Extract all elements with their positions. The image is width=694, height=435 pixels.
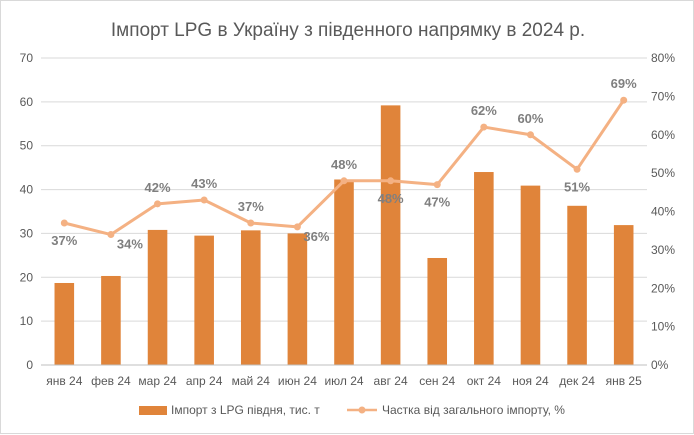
legend-swatch-marker (358, 406, 366, 414)
bar (54, 282, 75, 365)
y-left-tick-label: 20 (20, 270, 34, 284)
line-point (433, 181, 441, 189)
y-left-tick-label: 40 (20, 183, 34, 197)
bar (147, 229, 168, 365)
line-point (340, 177, 348, 185)
line-point (573, 165, 581, 173)
x-tick-label: фев 24 (91, 374, 131, 388)
y-left-tick-label: 30 (20, 226, 34, 240)
line-point (480, 123, 488, 131)
x-tick-label: дек 24 (559, 374, 595, 388)
chart-title: Імпорт LPG в Україну з південного напрям… (111, 20, 585, 41)
x-tick-label: авг 24 (374, 374, 408, 388)
x-tick-label: янв 24 (46, 374, 83, 388)
y-right-tick-label: 0% (651, 358, 669, 372)
bar (427, 257, 448, 365)
legend-label-line: Частка від загального імпорту, % (382, 403, 565, 417)
bar (101, 275, 121, 365)
bar (520, 185, 541, 365)
x-tick-label: мар 24 (138, 374, 177, 388)
line-point (387, 177, 395, 185)
x-tick-label: ноя 24 (512, 374, 549, 388)
y-left-tick-label: 50 (20, 139, 34, 153)
bar (287, 233, 308, 365)
x-tick-label: окт 24 (467, 374, 502, 388)
y-right-tick-label: 30% (651, 243, 675, 257)
x-tick-label: апр 24 (186, 374, 223, 388)
line-point (60, 219, 68, 227)
y-right-tick-label: 50% (651, 166, 675, 180)
bar-series (54, 105, 634, 365)
y-right-tick-label: 60% (651, 128, 675, 142)
line-point (620, 96, 628, 104)
bar (194, 235, 214, 365)
data-labels: 37% 34% 42% 43% 37% 36% 48% 48% 47% 62% 60% 51% 69% (51, 76, 637, 251)
y-left-tick-label: 60 (20, 95, 34, 109)
data-label: 48% (378, 191, 404, 206)
data-label: 36% (303, 229, 329, 244)
bar (567, 205, 587, 365)
data-label: 62% (471, 103, 497, 118)
bar (334, 179, 354, 365)
bar (380, 105, 401, 365)
data-label: 37% (238, 199, 264, 214)
y-left-tick-label: 0 (26, 358, 33, 372)
y-right-tick-label: 10% (651, 320, 675, 334)
data-label: 37% (51, 233, 77, 248)
x-tick-label: сен 24 (419, 374, 455, 388)
legend: Імпорт з LPG півдня, тис. т Частка від з… (139, 403, 565, 417)
bar (474, 172, 494, 365)
y-right-tick-label: 20% (651, 281, 675, 295)
y-right-tick-label: 40% (651, 205, 675, 219)
y-left-tick-label: 10 (20, 314, 34, 328)
data-label: 47% (424, 195, 450, 210)
line-point (200, 196, 208, 204)
x-tick-label: май 24 (232, 374, 271, 388)
line-point (154, 200, 162, 208)
data-label: 60% (517, 111, 543, 126)
y-right-tick-label: 70% (651, 89, 675, 103)
data-label: 51% (564, 179, 590, 194)
line-point (526, 131, 534, 139)
line-series (60, 96, 628, 239)
line-point (107, 231, 115, 239)
legend-swatch-bars (139, 406, 167, 415)
data-label: 69% (611, 76, 637, 91)
x-tick-label: июн 24 (278, 374, 317, 388)
bar (613, 225, 634, 365)
data-label: 48% (331, 157, 357, 172)
y-left-tick-label: 70 (20, 51, 34, 65)
y-right-tick-label: 80% (651, 51, 675, 65)
line-point (247, 219, 255, 227)
x-tick-label: июл 24 (324, 374, 363, 388)
data-label: 43% (191, 176, 217, 191)
bar (240, 230, 261, 365)
data-label: 42% (145, 180, 171, 195)
line-point (293, 223, 301, 231)
x-tick-label: янв 25 (606, 374, 643, 388)
axes: 0 10 20 30 40 50 60 70 0% 10% 20% 30% 40% 50% 60% 70% 80… (20, 51, 676, 388)
legend-label-bars: Імпорт з LPG півдня, тис. т (171, 403, 320, 417)
data-label: 34% (117, 237, 143, 252)
